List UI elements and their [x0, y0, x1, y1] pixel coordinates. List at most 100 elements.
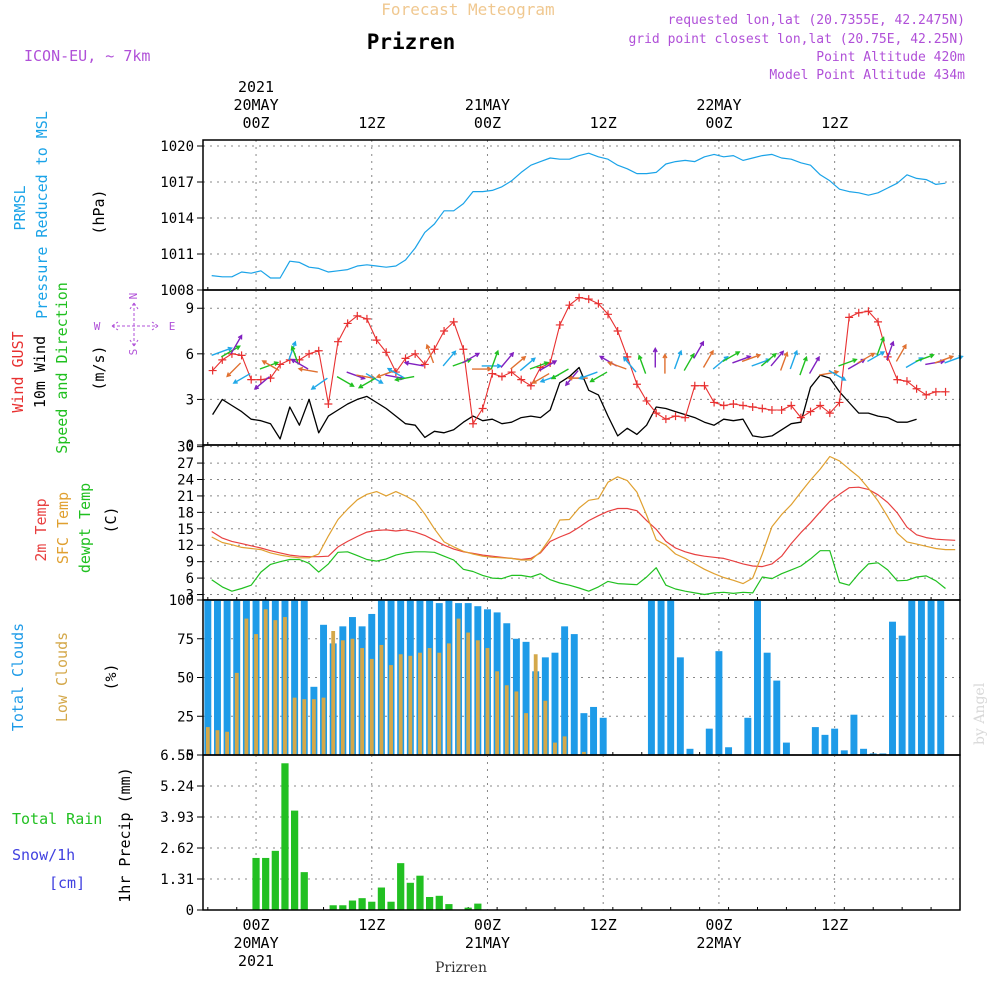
- gust-marker: [382, 348, 391, 357]
- y-tick-label: 30: [177, 440, 194, 456]
- wind-direction-arrow: [531, 372, 550, 384]
- gust-marker: [845, 313, 854, 322]
- wind-direction-arrow: [652, 347, 658, 368]
- rain-bar: [474, 903, 482, 910]
- wind-direction-arrow: [472, 366, 493, 372]
- top-axis-label: 21MAY: [465, 96, 510, 114]
- rain-bar: [252, 857, 260, 910]
- rain-bar: [329, 905, 337, 910]
- clouds-unit: (%): [102, 663, 120, 690]
- rain-bar: [387, 901, 395, 910]
- gust-marker: [478, 404, 487, 413]
- low-cloud-bar: [466, 632, 471, 755]
- gust-marker: [710, 398, 719, 407]
- wind-direction-arrow: [578, 371, 598, 380]
- wind-direction-arrow: [702, 349, 714, 368]
- total-cloud-bar: [570, 634, 578, 755]
- y-tick-label: 12: [177, 538, 194, 554]
- gust-marker: [806, 407, 815, 416]
- temp-2m-line: [211, 486, 956, 568]
- wind-direction-arrow: [290, 358, 309, 370]
- model-label: ICON-EU, ~ 7km: [24, 47, 150, 65]
- wind-direction-arrow: [607, 361, 627, 370]
- total-cloud-bar: [657, 600, 665, 755]
- wind-direction-arrow: [550, 368, 569, 380]
- total-cloud-bar: [320, 624, 328, 755]
- total-cloud-bar: [590, 706, 598, 755]
- footer-location: Prizren: [435, 960, 487, 976]
- wind-direction-arrow: [425, 343, 435, 364]
- low-cloud-bar: [244, 618, 249, 755]
- wind-direction-arrow: [712, 355, 729, 370]
- product-title: Forecast Meteogram: [381, 0, 554, 19]
- low-cloud-bar: [254, 634, 258, 755]
- y-tick-label: 0: [186, 903, 194, 919]
- y-tick-label: 2.62: [160, 841, 194, 857]
- gust-marker: [517, 375, 526, 384]
- total-cloud-bar: [937, 600, 945, 755]
- gust-marker: [825, 409, 834, 418]
- low-cloud-bar: [524, 713, 528, 755]
- low-cloud-bar: [446, 643, 451, 755]
- wind-direction-arrow: [779, 351, 789, 371]
- gust-marker: [314, 346, 323, 355]
- wind-direction-arrow: [259, 361, 280, 370]
- gust-marker: [469, 419, 478, 428]
- rain-bar: [358, 898, 366, 910]
- direction-label: Speed and Direction: [53, 282, 71, 454]
- precip-unit: 1hr Precip (mm): [116, 767, 134, 902]
- total-cloud-bar: [831, 728, 839, 755]
- y-tick-label: 75: [177, 632, 194, 648]
- top-axis-label: 00Z: [242, 114, 269, 132]
- low-cloud-bar: [398, 654, 403, 755]
- wind-direction-arrow: [220, 345, 241, 358]
- gust-marker: [218, 355, 227, 364]
- low-cloud-bar: [283, 617, 287, 755]
- wind-direction-arrow: [539, 360, 558, 372]
- bottom-axis-label: 21MAY: [465, 934, 510, 952]
- bottom-axis-label: 00Z: [242, 916, 269, 934]
- gust-marker: [835, 398, 844, 407]
- wind-direction-arrow: [336, 376, 355, 387]
- gust-label: Wind GUST: [9, 331, 27, 412]
- wind-direction-arrow: [819, 369, 840, 376]
- rain-bar: [262, 857, 270, 910]
- total-cloud-bar: [811, 727, 819, 755]
- gust-marker: [353, 311, 362, 320]
- wind-unit: (m/s): [90, 345, 108, 390]
- wind-direction-arrow: [789, 349, 799, 370]
- total-cloud-bar: [705, 728, 713, 755]
- wind-panel: 0 3 6 9: [186, 289, 964, 454]
- total-cloud-bar: [917, 600, 925, 755]
- top-axis-label: 2021: [238, 78, 274, 96]
- wind-direction-arrow: [662, 353, 668, 374]
- watermark: by Angel: [972, 682, 988, 745]
- wind-direction-arrow: [226, 362, 242, 378]
- total-cloud-bar: [927, 600, 935, 755]
- low-cloud-bar: [582, 751, 586, 755]
- wind-direction-arrow: [519, 357, 536, 372]
- gust-marker: [777, 406, 786, 415]
- gust-marker: [594, 299, 603, 308]
- rain-bar: [426, 896, 434, 910]
- gust-marker: [632, 380, 641, 389]
- gust-marker: [411, 349, 420, 358]
- y-tick-label: 25: [177, 709, 194, 725]
- pressure-unit: (hPa): [90, 189, 108, 234]
- y-tick-label: 3: [186, 392, 194, 408]
- rain-bar: [368, 901, 376, 910]
- gust-marker: [661, 415, 670, 424]
- rain-bar: [290, 810, 299, 910]
- gust-marker: [507, 368, 516, 377]
- low-cloud-bar: [311, 699, 316, 755]
- rain-bar: [271, 850, 279, 910]
- gust-marker: [324, 399, 333, 408]
- low-cloud-bar: [321, 697, 326, 755]
- wind-direction-arrow: [683, 352, 695, 371]
- gust-marker: [208, 366, 217, 375]
- total-cloud-bar: [300, 600, 308, 755]
- location-title: Prizren: [367, 30, 456, 54]
